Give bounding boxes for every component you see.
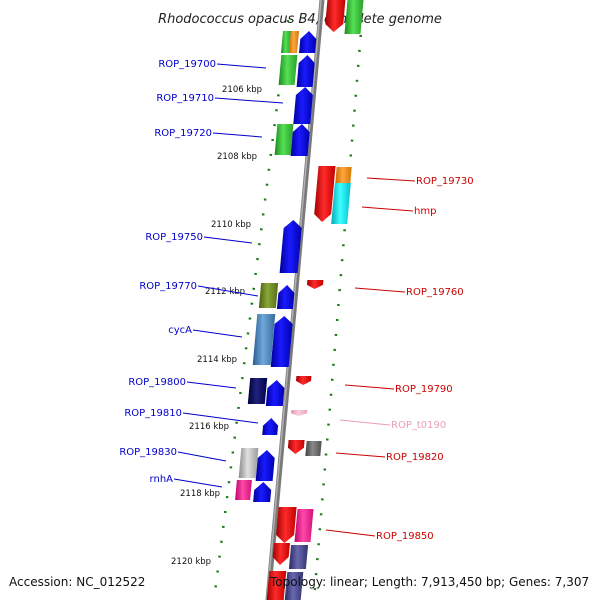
gene-block[interactable]: [278, 55, 298, 85]
gene-arrow[interactable]: [262, 418, 279, 435]
kbp-tick-label: 2120 kbp: [171, 557, 211, 567]
gene-arrow[interactable]: [276, 285, 295, 309]
gene-block[interactable]: [284, 572, 304, 600]
gene-arrow[interactable]: [276, 507, 297, 543]
kbp-tick-label: 2114 kbp: [197, 355, 237, 365]
gene-label-rop-19750[interactable]: ROP_19750: [145, 232, 203, 243]
gene-arrow[interactable]: [287, 440, 305, 454]
kbp-tick-label: 2116 kbp: [189, 422, 229, 432]
label-leader-line: [197, 285, 259, 297]
gene-arrow[interactable]: [307, 280, 324, 289]
accession-text: Accession: NC_012522: [9, 575, 145, 589]
gene-label-rop-19810[interactable]: ROP_19810: [124, 408, 182, 419]
gene-label-rop-19730[interactable]: ROP_19730: [416, 176, 474, 187]
gene-arrow[interactable]: [296, 55, 315, 87]
gene-block[interactable]: [335, 167, 352, 183]
gene-arrow[interactable]: [290, 124, 310, 156]
map-title: Rhodococcus opacus B4, complete genome: [158, 12, 442, 27]
label-leader-line: [192, 329, 243, 338]
gene-block[interactable]: [281, 31, 291, 53]
gene-arrow[interactable]: [270, 316, 293, 367]
label-leader-line: [339, 419, 391, 426]
gene-label-rop-19790[interactable]: ROP_19790: [395, 384, 453, 395]
label-leader-line: [216, 63, 267, 69]
kbp-tick-group: 2106 kbp 2108 kbp 2110 kbp 2112 kbp 2114 kbp…: [171, 85, 262, 567]
gene-label-group: ROP_19700 ROP_19710 ROP_19720 ROP_19750 ROP_…: [119, 59, 473, 542]
gene-block[interactable]: [294, 509, 314, 542]
gene-label-hmp[interactable]: hmp: [414, 206, 436, 217]
gene-label-rnha[interactable]: rnhA: [150, 474, 174, 485]
label-leader-line: [186, 381, 237, 389]
label-leader-line: [366, 177, 416, 182]
kbp-tick-label: 2108 kbp: [217, 152, 257, 162]
label-leader-line: [325, 529, 376, 537]
gene-label-rop-19850[interactable]: ROP_19850: [376, 531, 434, 542]
gene-block[interactable]: [274, 124, 294, 155]
gene-block[interactable]: [252, 314, 276, 365]
gene-arrow[interactable]: [314, 166, 336, 222]
label-leader-line: [203, 236, 253, 244]
gene-arrow[interactable]: [253, 482, 272, 502]
gene-label-rop-19760[interactable]: ROP_19760: [406, 287, 464, 298]
gene-block[interactable]: [235, 480, 252, 500]
gene-block[interactable]: [289, 31, 299, 53]
kbp-tick-label: 2106 kbp: [222, 85, 262, 95]
gene-label-rop-19700[interactable]: ROP_19700: [158, 59, 216, 70]
gene-group: [235, 0, 364, 600]
gene-block[interactable]: [288, 545, 309, 569]
gene-arrow[interactable]: [279, 220, 302, 273]
gene-arrow[interactable]: [299, 31, 317, 53]
label-leader-line: [335, 452, 386, 458]
gene-block[interactable]: [331, 183, 351, 224]
gene-block[interactable]: [344, 0, 364, 34]
gene-arrow[interactable]: [272, 543, 290, 565]
kbp-tick-label: 2112 kbp: [205, 287, 245, 297]
gene-block[interactable]: [238, 448, 259, 478]
label-leader-line: [344, 384, 395, 390]
gene-block[interactable]: [266, 571, 287, 600]
label-leader-line: [173, 478, 223, 488]
gene-arrow[interactable]: [296, 376, 312, 385]
gene-label-rop-19820[interactable]: ROP_19820: [386, 452, 444, 463]
gene-label-rop-19710[interactable]: ROP_19710: [156, 93, 214, 104]
label-leader-line: [182, 412, 259, 424]
genome-backbone: [265, 0, 325, 600]
gene-label-rop-19720[interactable]: ROP_19720: [154, 128, 212, 139]
kbp-tick-label: 2110 kbp: [211, 220, 251, 230]
topology-text: Topology: linear; Length: 7,913,450 bp; …: [269, 575, 589, 589]
gene-arrow[interactable]: [265, 380, 285, 406]
gene-block[interactable]: [258, 283, 279, 308]
gene-label-cyca[interactable]: cycA: [168, 325, 192, 336]
gene-label-rop-19830[interactable]: ROP_19830: [119, 447, 177, 458]
label-leader-line: [214, 97, 284, 104]
gene-arrow[interactable]: [255, 450, 275, 481]
gene-arrow[interactable]: [291, 410, 308, 416]
label-leader-group: [173, 63, 416, 537]
gene-label-rop-19770[interactable]: ROP_19770: [139, 281, 197, 292]
label-leader-line: [354, 287, 406, 293]
gene-label-rop-t0190[interactable]: ROP_t0190: [391, 420, 446, 431]
gene-block[interactable]: [305, 441, 322, 456]
label-leader-line: [177, 451, 227, 462]
label-leader-line: [212, 132, 263, 138]
label-leader-line: [361, 206, 414, 212]
kbp-tick-label: 2118 kbp: [180, 489, 220, 499]
gene-arrow[interactable]: [293, 87, 313, 124]
gene-block[interactable]: [247, 378, 268, 404]
right-guide-line: [312, 19, 364, 600]
gene-arrow[interactable]: [325, 0, 346, 32]
gene-label-rop-19800[interactable]: ROP_19800: [128, 377, 186, 388]
